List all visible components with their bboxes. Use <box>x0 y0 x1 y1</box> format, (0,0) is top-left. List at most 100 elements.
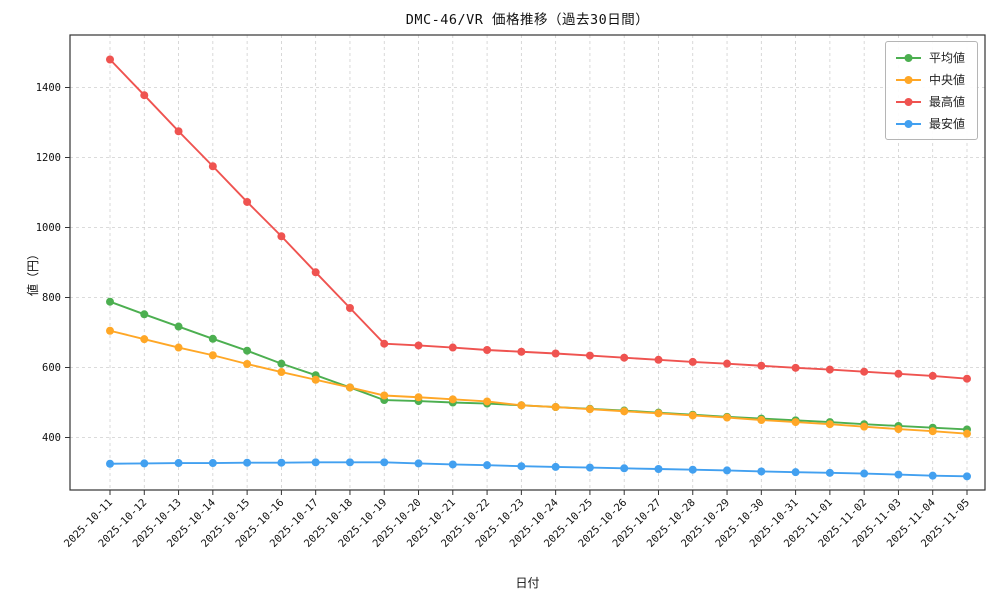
series-marker-中央値 <box>311 375 320 384</box>
series-marker-最高値 <box>928 371 937 380</box>
series-marker-最高値 <box>140 91 149 100</box>
series-marker-中央値 <box>448 395 457 404</box>
series-marker-最安値 <box>483 461 492 470</box>
series-marker-平均値 <box>277 359 286 368</box>
series-marker-平均値 <box>106 297 114 306</box>
series-marker-最安値 <box>825 468 834 477</box>
series-marker-最安値 <box>860 469 869 478</box>
legend-label: 最安値 <box>928 117 965 131</box>
legend-label: 平均値 <box>928 51 965 65</box>
series-marker-最高値 <box>208 162 217 171</box>
series-marker-中央値 <box>517 401 526 410</box>
series-marker-中央値 <box>208 351 217 360</box>
series-marker-最安値 <box>448 460 457 469</box>
y-axis-label: 値（円） <box>26 247 40 296</box>
series-marker-最高値 <box>311 268 320 277</box>
series-marker-最高値 <box>688 357 697 366</box>
legend-item-中央値: 中央値 <box>895 71 965 88</box>
series-marker-中央値 <box>414 393 423 402</box>
series-marker-中央値 <box>928 427 937 436</box>
series-line-最高値 <box>109 58 968 380</box>
series-marker-最安値 <box>414 459 423 468</box>
series-marker-最高値 <box>174 127 183 136</box>
series-marker-最高値 <box>723 359 732 368</box>
series-marker-最高値 <box>106 55 114 64</box>
series-marker-最高値 <box>414 341 423 350</box>
series-marker-最安値 <box>243 458 252 467</box>
series-marker-最安値 <box>345 458 354 467</box>
series-marker-最高値 <box>860 367 869 376</box>
series-marker-中央値 <box>894 425 903 434</box>
series-marker-中央値 <box>688 411 697 420</box>
series-marker-最安値 <box>894 470 903 479</box>
series-marker-中央値 <box>825 420 834 429</box>
legend-marker-icon <box>895 75 921 84</box>
series-marker-最高値 <box>894 369 903 378</box>
y-tick-label: 400 <box>42 432 61 444</box>
legend-label: 中央値 <box>928 73 965 87</box>
series-marker-最高値 <box>448 343 457 352</box>
series-marker-最高値 <box>243 197 252 206</box>
series-marker-中央値 <box>277 368 286 377</box>
series-marker-最安値 <box>277 458 286 467</box>
series-marker-最安値 <box>620 464 629 473</box>
series-marker-中央値 <box>585 405 594 414</box>
series-marker-最安値 <box>963 472 971 481</box>
y-tick-label: 600 <box>42 362 61 374</box>
series-marker-平均値 <box>174 322 183 331</box>
series-marker-最高値 <box>825 365 834 374</box>
series-marker-中央値 <box>654 409 663 418</box>
legend: 平均値中央値最高値最安値 <box>884 41 978 140</box>
series-marker-最安値 <box>517 462 526 471</box>
series-marker-中央値 <box>551 403 560 412</box>
series-line-最安値 <box>109 461 968 478</box>
series-marker-最安値 <box>585 463 594 472</box>
series-marker-中央値 <box>860 422 869 431</box>
series-marker-最高値 <box>483 346 492 354</box>
series-marker-中央値 <box>483 397 492 406</box>
series-marker-平均値 <box>243 346 252 355</box>
series-marker-最高値 <box>963 374 971 383</box>
series-marker-中央値 <box>345 383 354 392</box>
series-line-平均値 <box>109 300 968 431</box>
series-marker-最安値 <box>723 466 732 475</box>
series-line-中央値 <box>109 329 968 435</box>
series-marker-最安値 <box>551 462 560 471</box>
series-marker-最安値 <box>757 467 766 476</box>
series-marker-中央値 <box>620 407 629 416</box>
plot-border <box>69 34 986 491</box>
series-marker-最高値 <box>620 353 629 362</box>
y-tick-label: 1000 <box>36 222 61 234</box>
series-marker-最高値 <box>345 304 354 312</box>
series-marker-最高値 <box>757 361 766 370</box>
series-marker-最高値 <box>791 363 800 372</box>
series-marker-平均値 <box>208 334 217 343</box>
series-marker-最安値 <box>380 458 389 467</box>
series-marker-中央値 <box>140 335 149 344</box>
series-marker-最安値 <box>208 459 217 468</box>
series-marker-最高値 <box>654 355 663 364</box>
series-marker-最安値 <box>688 465 697 474</box>
series-marker-最安値 <box>791 468 800 477</box>
legend-label: 最高値 <box>928 95 965 109</box>
legend-marker-icon <box>895 53 921 62</box>
series-marker-中央値 <box>723 413 732 422</box>
series-marker-中央値 <box>380 391 389 400</box>
series-marker-最高値 <box>551 349 560 358</box>
series-marker-中央値 <box>106 326 114 335</box>
y-tick-label: 1200 <box>36 152 61 164</box>
series-marker-最安値 <box>654 465 663 473</box>
legend-item-最安値: 最安値 <box>895 115 965 132</box>
series-marker-中央値 <box>757 416 766 424</box>
legend-marker-icon <box>895 97 921 106</box>
chart-title: DMC-46/VR 価格推移（過去30日間） <box>405 12 650 28</box>
series-marker-最安値 <box>106 459 114 468</box>
series-marker-平均値 <box>140 310 149 319</box>
series-marker-中央値 <box>963 429 971 438</box>
legend-marker-icon <box>895 119 921 128</box>
series-marker-中央値 <box>791 418 800 427</box>
series-marker-最高値 <box>380 339 389 348</box>
y-tick-label: 800 <box>42 292 61 304</box>
y-tick-label: 1400 <box>36 82 61 94</box>
